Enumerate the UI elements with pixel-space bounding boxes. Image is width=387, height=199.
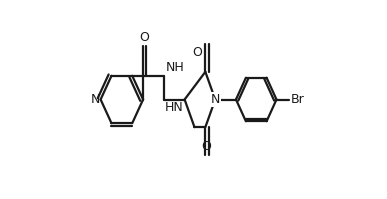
Text: N: N xyxy=(211,93,220,106)
Text: O: O xyxy=(201,140,211,153)
Text: HN: HN xyxy=(164,101,183,114)
Text: O: O xyxy=(192,46,202,59)
Text: NH: NH xyxy=(165,61,184,74)
Text: Br: Br xyxy=(291,93,305,106)
Text: N: N xyxy=(90,93,99,106)
Text: O: O xyxy=(139,31,149,44)
